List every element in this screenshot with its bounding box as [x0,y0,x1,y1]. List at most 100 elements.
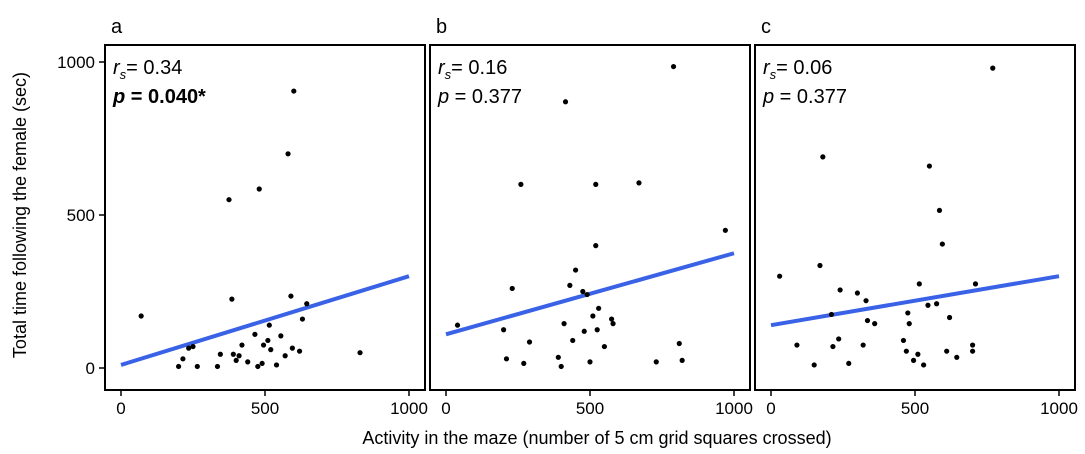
rs-annotation: rs= 0.06 [763,57,832,82]
x-tick-label: 500 [901,399,929,418]
data-point [846,360,852,367]
data-point [454,322,461,328]
data-point [252,331,258,337]
data-point [596,305,602,311]
data-point [176,363,182,370]
data-point [944,348,950,354]
data-point [903,348,909,354]
x-tick-label: 1000 [715,399,753,418]
y-tick-label: 0 [86,359,95,378]
data-point [872,321,878,327]
data-point [722,227,728,233]
x-tick-label: 500 [576,399,604,418]
data-point [236,353,242,359]
data-point [229,296,235,302]
data-point [676,340,682,347]
data-point [970,342,976,348]
data-point [278,333,284,339]
data-point [230,351,236,357]
data-point [562,99,569,105]
data-point [573,267,579,273]
data-point [906,321,912,327]
data-point [593,181,599,187]
data-point [954,354,960,360]
data-point [194,363,200,370]
p-annotation: p = 0.377 [762,86,847,108]
data-point [863,298,869,304]
data-point [828,311,835,318]
data-point [299,316,306,322]
data-point [509,285,515,292]
data-point [555,354,561,360]
data-point [501,327,507,333]
data-point [567,282,573,288]
p-annotation: p = 0.040* [112,86,206,108]
x-tick-label: 1000 [1040,399,1078,418]
data-point [837,287,843,293]
data-point [670,63,677,70]
data-point [581,328,587,334]
data-point [521,360,527,367]
data-point [777,273,783,279]
data-point [939,241,945,247]
data-point [916,281,922,287]
data-point [990,65,996,71]
panel-letter: a [111,16,123,38]
data-point [830,343,836,350]
data-point [285,151,291,157]
y-tick-label: 1000 [57,53,95,72]
data-point [273,362,280,368]
data-point [910,357,917,363]
data-point [679,357,685,363]
data-point [921,362,927,368]
data-point [296,348,303,354]
data-point [587,359,593,365]
data-point [260,342,267,348]
x-axis-label: Activity in the maze (number of 5 cm gri… [362,428,831,448]
data-point [836,336,842,342]
data-point [503,356,510,362]
data-point [259,360,265,367]
data-point [946,314,953,321]
data-point [864,317,871,324]
data-point [915,351,921,357]
data-point [214,363,221,370]
data-point [936,207,943,214]
data-point [934,301,940,307]
y-tick-label: 500 [67,206,95,225]
panel-letter: c [761,16,771,38]
data-point [584,291,590,298]
x-tick-label: 1000 [390,399,428,418]
data-point [357,350,363,356]
data-point [972,281,979,287]
rs-annotation: rs= 0.34 [113,57,182,82]
data-point [636,180,642,186]
data-point [288,293,294,299]
data-point [593,243,599,249]
panel-a: a 0 500 1000 0 500 1000 rs= 0.34 p = 0.040* [57,16,428,418]
data-point [794,342,800,348]
data-point [289,345,295,351]
data-point [610,321,616,327]
data-point [266,322,272,328]
data-point [245,359,251,365]
x-tick-label: 500 [251,399,279,418]
data-point [817,262,823,269]
data-point [186,345,192,351]
x-tick-label: 0 [766,399,775,418]
data-point [570,337,576,344]
data-point [854,290,861,296]
data-point [304,301,310,307]
fit-line [770,274,1060,328]
data-point [239,342,245,348]
data-point [190,343,196,350]
data-point [590,313,596,319]
panel-c: c 0 500 1000 rs= 0.06 p = 0.377 [754,16,1078,418]
fit-line [120,274,410,367]
x-tick-label: 0 [441,399,450,418]
data-point [226,197,232,203]
data-point [811,362,817,368]
panel-letter: b [436,16,447,38]
data-point [558,363,564,370]
